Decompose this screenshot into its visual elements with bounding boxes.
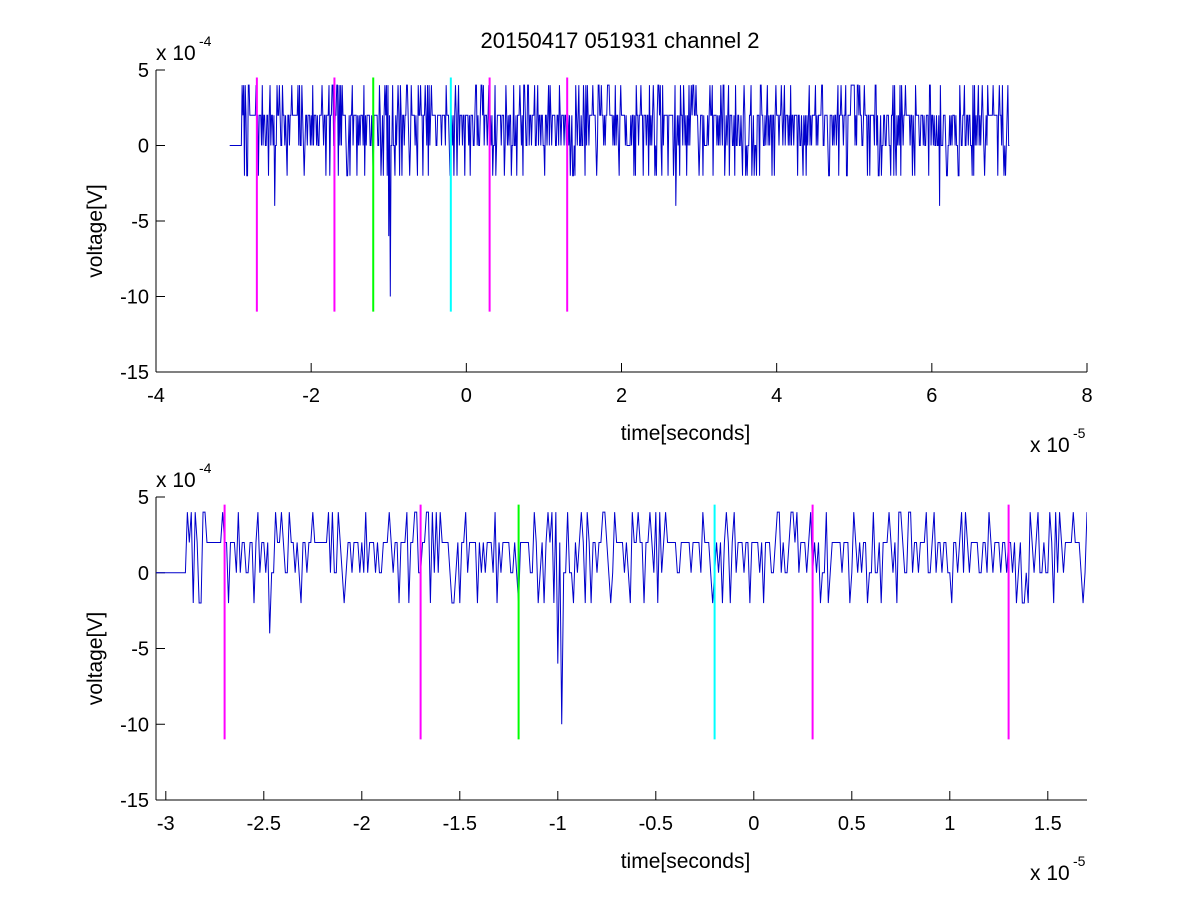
x-tick-label: -2.5 [247, 813, 281, 835]
x-axis-label: time[seconds] [621, 422, 751, 445]
y-exponent: x 10 [156, 42, 196, 65]
y-tick-label: -15 [120, 362, 149, 384]
y-tick-label: -5 [131, 211, 149, 233]
y-tick-label: 0 [138, 136, 149, 158]
x-tick-label: -2 [353, 813, 371, 835]
plot-area [156, 504, 1087, 740]
y-exponent-power: -4 [199, 33, 212, 49]
x-tick-label: -2 [302, 385, 320, 407]
signal-trace [156, 511, 1087, 725]
y-tick-label: -15 [120, 790, 149, 812]
x-axis-label: time[seconds] [621, 850, 751, 873]
x-tick-label: -0.5 [639, 813, 673, 835]
y-exponent: x 10 [156, 469, 196, 492]
y-tick-label: 0 [138, 563, 149, 585]
x-exponent: x 10 [1030, 434, 1070, 457]
y-tick-label: 5 [138, 487, 149, 509]
y-tick-label: -10 [120, 287, 149, 309]
x-exponent: x 10 [1030, 862, 1070, 885]
x-tick-label: 0 [748, 813, 759, 835]
x-exponent-power: -5 [1073, 853, 1086, 869]
x-tick-label: 6 [926, 385, 937, 407]
plot-area [229, 77, 1010, 312]
top-plot: -4 -2 0 2 4 6 8 5 0 -5 -10 -15 time[seconds] voltage[… [84, 33, 1093, 457]
x-tick-label: -4 [147, 385, 165, 407]
x-tick-label: 2 [616, 385, 627, 407]
y-tick-label: 5 [138, 60, 149, 82]
x-tick-label: -1.5 [443, 813, 477, 835]
bottom-plot: -3 -2.5 -2 -1.5 -1 -0.5 0 0.5 1 1.5 5 0 -5 -10 -15 time… [84, 460, 1087, 885]
x-tick-label: 0 [461, 385, 472, 407]
x-tick-label: -3 [157, 813, 175, 835]
y-axis-label: voltage[V] [84, 184, 107, 277]
x-tick-label: 0.5 [838, 813, 866, 835]
figure-title: 20150417 051931 channel 2 [481, 28, 760, 53]
signal-trace [229, 84, 1010, 297]
x-tick-label: -1 [549, 813, 567, 835]
x-exponent-power: -5 [1073, 425, 1086, 441]
y-exponent-power: -4 [199, 460, 212, 476]
y-tick-label: -5 [131, 639, 149, 661]
y-tick-label: -10 [120, 714, 149, 736]
y-axis-label: voltage[V] [84, 612, 107, 705]
x-tick-label: 4 [771, 385, 782, 407]
x-tick-label: 8 [1081, 385, 1092, 407]
x-tick-label: 1.5 [1034, 813, 1062, 835]
x-tick-label: 1 [944, 813, 955, 835]
